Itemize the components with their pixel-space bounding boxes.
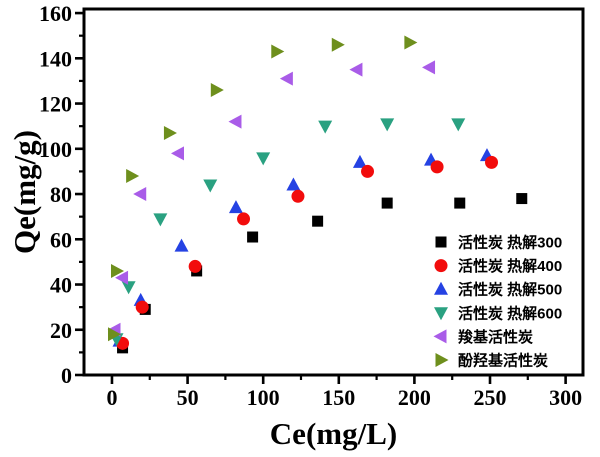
- y-tick-label: 60: [50, 227, 72, 252]
- legend-label-1: 活性炭 热解400: [458, 257, 562, 275]
- legend-marker-2: [434, 281, 448, 295]
- y-axis-title: Qe(mg/g): [7, 130, 42, 254]
- data-point-series-2: [174, 238, 189, 252]
- x-tick-label: 250: [474, 385, 507, 410]
- x-tick-label: 100: [247, 385, 280, 410]
- data-point-series-5: [271, 44, 285, 59]
- legend-marker-4: [433, 329, 447, 344]
- data-point-series-3: [256, 152, 271, 166]
- y-tick-label: 120: [39, 92, 72, 117]
- data-point-series-4: [228, 114, 242, 129]
- data-point-series-3: [451, 118, 466, 132]
- data-point-series-5: [126, 168, 140, 183]
- data-point-series-4: [171, 146, 185, 161]
- data-point-series-5: [210, 82, 224, 97]
- data-point-series-3: [153, 213, 168, 227]
- data-point-series-1: [237, 212, 251, 226]
- y-tick-label: 80: [50, 182, 72, 207]
- legend-marker-5: [435, 353, 449, 367]
- data-point-series-3: [203, 179, 218, 193]
- y-tick-label: 140: [39, 46, 72, 71]
- data-point-series-4: [279, 71, 293, 86]
- data-point-series-3: [380, 118, 395, 132]
- data-point-series-1: [430, 160, 444, 174]
- data-point-series-0: [312, 215, 324, 227]
- data-point-series-4: [133, 187, 147, 202]
- x-tick-label: 0: [106, 385, 117, 410]
- data-point-series-0: [454, 197, 466, 209]
- y-tick-label: 160: [39, 1, 72, 26]
- legend-label-2: 活性炭 热解500: [458, 281, 562, 299]
- y-tick-label: 0: [61, 363, 72, 388]
- data-point-series-5: [107, 327, 121, 342]
- data-point-series-3: [318, 120, 333, 134]
- y-tick-label: 100: [39, 137, 72, 162]
- x-tick-label: 200: [398, 385, 431, 410]
- data-point-series-1: [485, 155, 499, 169]
- x-tick-label: 50: [177, 385, 199, 410]
- data-point-series-1: [188, 259, 202, 273]
- legend-marker-3: [434, 307, 448, 321]
- data-point-series-4: [422, 60, 436, 75]
- legend-marker-0: [435, 236, 447, 248]
- legend-label-4: 羧基活性炭: [458, 328, 533, 346]
- y-tick-label: 40: [50, 273, 72, 298]
- data-point-series-4: [115, 270, 129, 285]
- data-point-series-5: [111, 263, 125, 278]
- legend-marker-1: [434, 259, 448, 273]
- data-point-series-1: [135, 300, 149, 314]
- data-point-series-3: [121, 281, 136, 295]
- legend-label-3: 活性炭 热解600: [458, 304, 562, 322]
- data-point-series-2: [352, 154, 367, 168]
- data-point-series-0: [516, 193, 528, 205]
- data-point-series-4: [349, 62, 363, 77]
- legend-label-0: 活性炭 热解300: [458, 234, 562, 252]
- data-point-series-1: [361, 164, 375, 178]
- data-point-series-2: [286, 177, 301, 191]
- data-point-series-0: [247, 231, 259, 243]
- data-point-series-1: [291, 189, 305, 203]
- legend-label-5: 酚羟基活性炭: [458, 352, 548, 370]
- y-tick-label: 20: [50, 318, 72, 343]
- data-point-series-5: [163, 125, 177, 140]
- x-axis-title: Ce(mg/L): [269, 416, 398, 451]
- x-tick-label: 150: [322, 385, 355, 410]
- data-point-series-5: [331, 37, 345, 52]
- data-point-series-5: [404, 35, 418, 50]
- data-point-series-0: [381, 197, 393, 209]
- data-point-series-2: [228, 200, 243, 214]
- plot-frame: [82, 7, 585, 377]
- x-tick-label: 300: [549, 385, 582, 410]
